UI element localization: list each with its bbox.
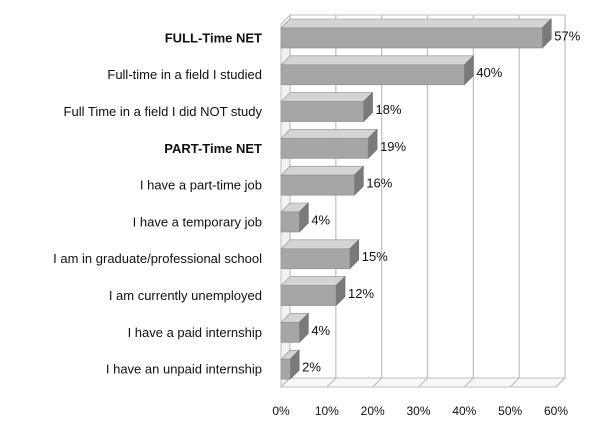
data-label: 15% [362,249,388,264]
gridline-floor [326,377,337,388]
bar [280,202,310,233]
gridline-floor [509,377,520,388]
bar-front-face [280,358,291,380]
gridline-floor [372,377,383,388]
bar [280,275,346,307]
chart-category-labels: FULL-Time NET Full-time in a field I stud… [53,30,262,376]
x-tick-label: 40% [452,404,476,418]
bar-front-face [280,322,300,343]
category-label: Full-time in a field I studied [107,67,262,82]
bar-top-face [280,18,552,29]
bar-front-face [280,101,364,122]
bar-top-face [280,129,378,139]
category-label: PART-Time NET [164,141,262,156]
category-label: I have a temporary job [133,214,262,229]
bar [280,165,365,196]
bar-front-face [280,174,355,196]
gridline-floor [418,377,428,388]
bar-top-face [280,92,374,102]
bar-front-face [280,27,543,49]
bar-front-face [280,138,369,159]
x-tick-label: 30% [406,404,430,418]
bar-front-face [280,211,300,233]
data-label: 18% [376,102,402,117]
bar-top-face [280,239,360,250]
data-label: 40% [476,65,502,80]
category-label: I have a part-time job [140,178,262,193]
data-label: 12% [348,286,374,301]
chart-value-labels: 57% 40% 18% 19% 16% 4% 15% 12% 4% 2% [302,28,581,374]
data-label: 2% [302,360,321,375]
category-label: I have a paid internship [128,325,262,340]
data-label: 57% [554,28,580,43]
bar [280,55,475,86]
category-label: I am currently unemployed [109,288,262,303]
bar-front-face [280,64,465,86]
bar [280,91,374,123]
bar-front-face [280,285,337,306]
x-tick-label: 20% [361,404,385,418]
chart-x-axis: 0% 10% 20% 30% 40% 50% 60% [272,404,568,418]
x-tick-label: 60% [544,404,568,418]
chart-bars [280,18,552,380]
bar-top-face [280,165,365,176]
category-label: Full Time in a field I did NOT study [64,104,263,119]
x-tick-label: 0% [272,404,290,418]
bar [280,312,310,344]
data-label: 4% [311,323,330,338]
gridline-floor [555,377,566,388]
bar [280,18,552,49]
category-label: FULL-Time NET [165,30,262,45]
bar-front-face [280,248,351,270]
category-label: I am in graduate/professional school [53,251,262,266]
gridline-floor [463,377,474,388]
bar-top-face [280,55,475,66]
data-label: 4% [311,212,330,227]
category-label: I have an unpaid internship [106,362,262,377]
data-label: 19% [380,139,406,154]
x-tick-label: 50% [498,404,522,418]
bar [280,239,360,270]
bar-top-face [280,276,346,286]
x-tick-label: 10% [315,404,339,418]
bar [280,128,378,160]
data-label: 16% [366,176,392,191]
bar [280,349,300,380]
